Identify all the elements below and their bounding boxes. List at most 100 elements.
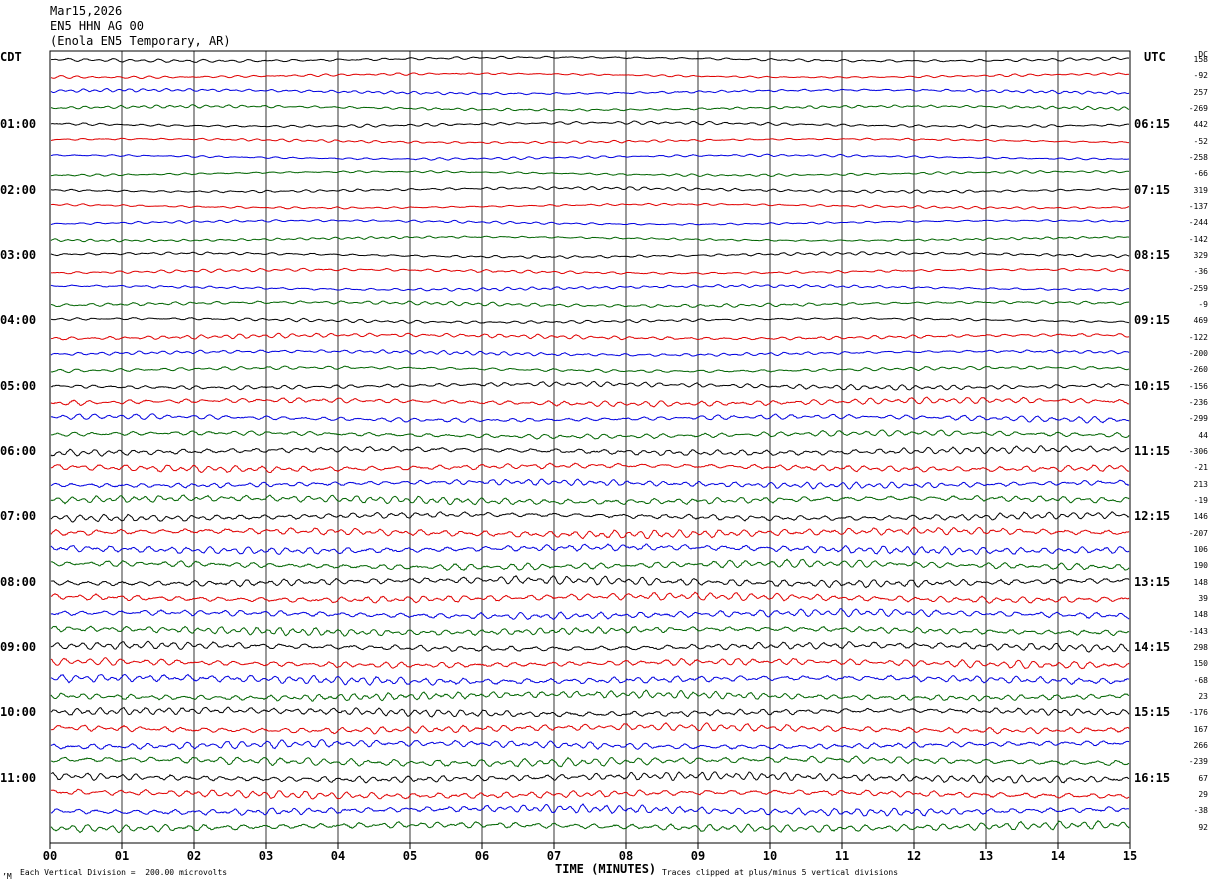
dc-offset-label: -258 — [1188, 153, 1208, 163]
dc-offset-label: 266 — [1193, 741, 1208, 751]
dc-offset-label: -244 — [1188, 218, 1208, 228]
dc-offset-label: 148 — [1193, 577, 1208, 587]
seismic-trace-13 — [50, 251, 1130, 259]
seismic-trace-48 — [50, 820, 1130, 834]
channel-id: EN5 HHN AG 00 — [50, 19, 144, 33]
seismic-trace-15 — [50, 284, 1130, 292]
right-hour-label: 10:15 — [1134, 378, 1171, 393]
seismic-trace-45 — [50, 771, 1130, 784]
dc-offset-label: -269 — [1188, 104, 1208, 114]
seismic-trace-2 — [50, 72, 1130, 79]
seismic-trace-30 — [50, 526, 1130, 540]
dc-offset-label: 158 — [1193, 55, 1208, 65]
dc-column-label: DC — [1198, 50, 1208, 59]
scale-note: Each Vertical Division = 200.00 microvol… — [20, 868, 228, 877]
seismic-trace-19 — [50, 349, 1130, 357]
seismic-trace-25 — [50, 445, 1130, 457]
seismic-trace-21 — [50, 380, 1130, 391]
x-tick-label: 10 — [762, 849, 778, 863]
seismic-trace-32 — [50, 558, 1130, 572]
left-hour-label: 05:00 — [0, 378, 37, 393]
seismic-trace-18 — [50, 332, 1130, 341]
dc-offset-label: -92 — [1193, 71, 1208, 81]
left-hour-label: 10:00 — [0, 705, 37, 720]
seismic-trace-34 — [50, 591, 1130, 604]
seismic-trace-28 — [50, 494, 1130, 506]
dc-offset-label: 148 — [1193, 610, 1208, 620]
left-hour-label: 11:00 — [0, 770, 37, 785]
dc-offset-label: 44 — [1198, 430, 1208, 440]
seismic-trace-17 — [50, 317, 1130, 324]
seismic-trace-29 — [50, 511, 1130, 523]
left-hour-label: 04:00 — [0, 313, 37, 328]
dc-offset-label: 146 — [1193, 512, 1208, 522]
x-tick-label: 13 — [978, 849, 994, 863]
right-hour-label: 12:15 — [1134, 509, 1171, 524]
x-axis-title: TIME (MINUTES) — [555, 862, 657, 876]
right-hour-label: 14:15 — [1134, 640, 1171, 655]
dc-offset-label: -122 — [1188, 332, 1208, 342]
seismic-trace-27 — [50, 478, 1130, 490]
right-hour-label: 15:15 — [1134, 705, 1171, 720]
seismic-trace-9 — [50, 186, 1130, 194]
dc-offset-label: -21 — [1193, 463, 1208, 473]
right-hour-label: 13:15 — [1134, 574, 1171, 589]
dc-offset-label: -306 — [1188, 447, 1208, 457]
right-timezone-label: UTC — [1144, 50, 1166, 64]
dc-offset-label: 39 — [1198, 594, 1208, 604]
dc-offset-label: -142 — [1188, 234, 1208, 244]
seismic-trace-4 — [50, 104, 1130, 112]
left-hour-label: 02:00 — [0, 182, 37, 197]
seismic-trace-46 — [50, 788, 1130, 800]
seismic-trace-41 — [50, 706, 1130, 718]
left-hour-label: 07:00 — [0, 509, 37, 524]
seismic-trace-37 — [50, 640, 1130, 653]
dc-offset-label: -236 — [1188, 398, 1208, 408]
dc-offset-label: -260 — [1188, 365, 1208, 375]
plot-date: Mar15,2026 — [50, 4, 123, 18]
right-hour-label: 16:15 — [1134, 770, 1171, 785]
seismic-trace-16 — [50, 300, 1130, 308]
dc-offset-label: -200 — [1188, 349, 1208, 359]
x-tick-label: 11 — [834, 849, 850, 863]
dc-offset-label: 150 — [1193, 659, 1208, 669]
seismic-trace-39 — [50, 673, 1130, 686]
dc-offset-label: -299 — [1188, 414, 1208, 424]
seismic-trace-11 — [50, 219, 1130, 226]
dc-offset-label: -239 — [1188, 757, 1208, 767]
dc-offset-label: -66 — [1193, 169, 1208, 179]
seismic-trace-14 — [50, 267, 1130, 275]
dc-offset-label: 190 — [1193, 561, 1208, 571]
plot-frame — [49, 50, 1131, 844]
right-hour-label: 07:15 — [1134, 182, 1171, 197]
seismic-trace-20 — [50, 365, 1130, 374]
x-tick-label: 03 — [258, 849, 274, 863]
dc-offset-label: -52 — [1193, 136, 1208, 146]
seismic-trace-35 — [50, 608, 1130, 620]
left-timezone-label: CDT — [0, 50, 22, 64]
dc-offset-label: -9 — [1198, 300, 1208, 310]
x-tick-label: 06 — [474, 849, 490, 863]
right-hour-label: 09:15 — [1134, 313, 1171, 328]
seismic-trace-8 — [50, 170, 1130, 178]
x-tick-label: 12 — [906, 849, 922, 863]
right-hour-label: 08:15 — [1134, 248, 1171, 263]
x-tick-label: 09 — [690, 849, 706, 863]
x-tick-label: 04 — [330, 849, 346, 863]
seismic-trace-6 — [50, 137, 1130, 145]
dc-offset-label: -36 — [1193, 267, 1208, 277]
dc-offset-label: -176 — [1188, 708, 1208, 718]
x-tick-label: 00 — [42, 849, 58, 863]
dc-offset-label: -207 — [1188, 528, 1208, 538]
dc-offset-label: -259 — [1188, 283, 1208, 293]
x-tick-label: 02 — [186, 849, 202, 863]
seismic-trace-24 — [50, 429, 1130, 440]
x-tick-label: 08 — [618, 849, 634, 863]
clip-note: Traces clipped at plus/minus 5 vertical … — [662, 868, 899, 877]
seismic-trace-3 — [50, 87, 1130, 96]
seismic-trace-43 — [50, 739, 1130, 750]
seismic-trace-22 — [50, 396, 1130, 408]
right-hour-label: 11:15 — [1134, 444, 1171, 459]
dc-offset-label: -137 — [1188, 202, 1208, 212]
